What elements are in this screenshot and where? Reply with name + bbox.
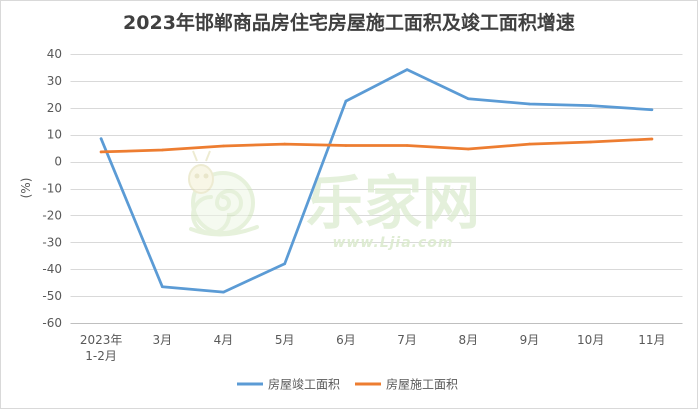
data-point xyxy=(283,262,287,266)
data-point xyxy=(405,68,409,71)
data-point xyxy=(467,147,470,151)
y-tick-label: 0 xyxy=(54,155,62,169)
series-layer xyxy=(99,68,654,294)
legend-item-construction[interactable]: 房屋施工面积 xyxy=(355,377,458,392)
watermark: 乐家网 www.Ljia.com xyxy=(188,150,480,251)
y-tick-label: -40 xyxy=(42,262,62,276)
y-tick-label: -60 xyxy=(42,316,62,330)
y-axis-ticks: 40 30 20 10 0 -10 -20 -30 -40 -50 -60 xyxy=(42,47,62,330)
x-tick-label: 2023年 1-2月 xyxy=(80,333,123,363)
y-tick-label: -30 xyxy=(42,235,62,249)
data-point xyxy=(650,108,654,111)
data-point xyxy=(467,97,470,100)
legend-label: 房屋施工面积 xyxy=(386,377,458,392)
data-point xyxy=(344,144,348,147)
x-tick-label: 3月 xyxy=(152,333,172,347)
data-point xyxy=(222,144,225,148)
data-point xyxy=(589,104,592,107)
watermark-brand: 乐家网 xyxy=(306,169,480,237)
watermark-url: www.Ljia.com xyxy=(332,235,453,251)
series-line-1 xyxy=(99,68,654,294)
x-tick-label: 5月 xyxy=(275,333,295,347)
y-tick-label: -10 xyxy=(42,182,62,196)
gridlines xyxy=(70,54,683,324)
data-point xyxy=(650,137,654,141)
x-tick-label: 8月 xyxy=(458,333,478,347)
x-tick-label: 10月 xyxy=(577,333,604,347)
y-tick-label: 10 xyxy=(47,128,62,142)
x-axis-ticks: 2023年 1-2月 3月 4月 5月 6月 7月 8月 9月 10月 11月 xyxy=(80,333,666,363)
data-point xyxy=(589,140,592,144)
data-point xyxy=(161,285,164,289)
data-point xyxy=(344,99,348,103)
data-point xyxy=(222,290,225,294)
series-line-2 xyxy=(99,137,654,154)
data-point xyxy=(99,137,103,140)
legend: 房屋竣工面积 房屋施工面积 xyxy=(237,377,458,392)
y-axis-title: (%) xyxy=(19,178,33,199)
x-tick-label: 9月 xyxy=(520,333,540,347)
legend-item-completed[interactable]: 房屋竣工面积 xyxy=(237,377,340,392)
x-tick-label: 4月 xyxy=(214,333,234,347)
data-point xyxy=(161,148,164,152)
y-tick-label: 40 xyxy=(47,47,62,61)
x-tick-label: 6月 xyxy=(336,333,356,347)
y-tick-label: 20 xyxy=(47,101,62,115)
snail-logo-icon xyxy=(188,150,259,237)
data-point xyxy=(528,102,531,106)
y-tick-label: -50 xyxy=(42,289,62,303)
y-tick-label: 30 xyxy=(47,74,62,88)
data-point xyxy=(283,142,287,146)
legend-label: 房屋竣工面积 xyxy=(268,377,340,392)
chart-title: 2023年邯郸商品房住宅房屋施工面积及竣工面积增速 xyxy=(123,11,575,34)
data-point xyxy=(405,144,409,147)
y-tick-label: -20 xyxy=(42,208,62,222)
x-tick-label: 11月 xyxy=(638,333,665,347)
data-point xyxy=(528,142,531,146)
x-tick-label: 7月 xyxy=(397,333,417,347)
data-point xyxy=(99,150,103,154)
